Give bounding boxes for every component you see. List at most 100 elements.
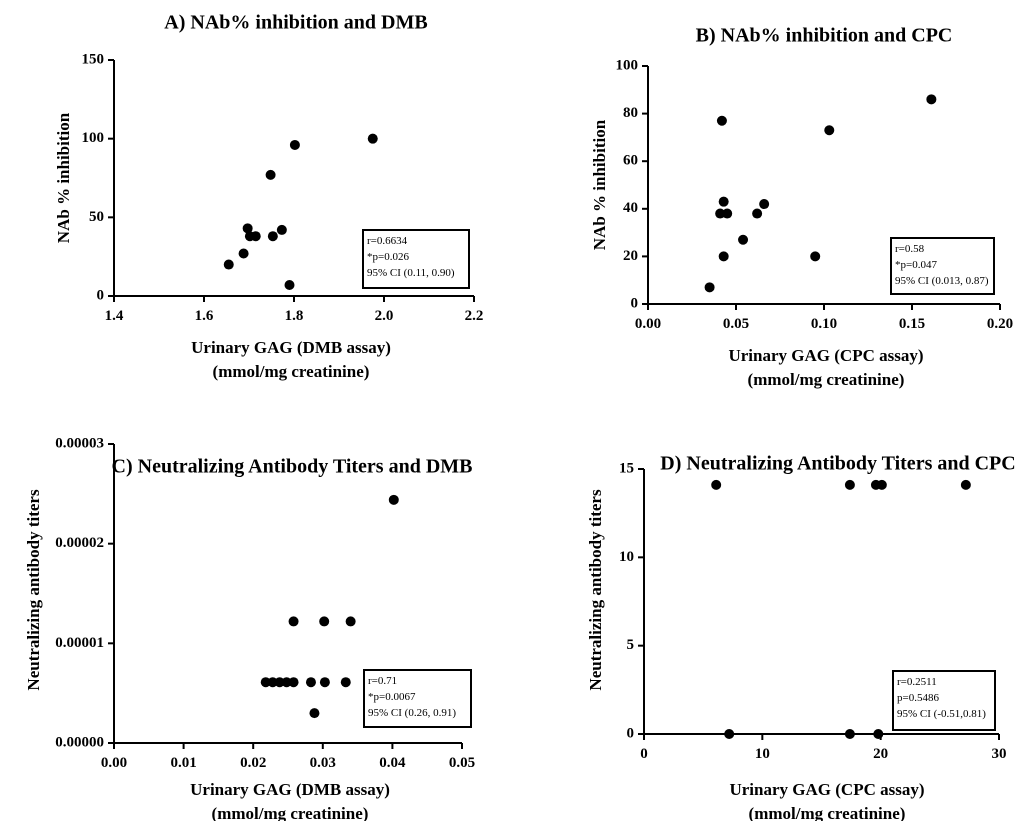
data-point bbox=[844, 479, 855, 490]
data-point bbox=[810, 251, 821, 262]
data-point bbox=[718, 196, 729, 207]
x-tick-label: 1.6 bbox=[195, 308, 214, 324]
y-axis-label: Neutralizing antibody titers bbox=[24, 489, 43, 691]
chart-panel-1: A) NAb% inhibition and DMB 1.4 1.6 1.8 2.0 2.… bbox=[54, 12, 483, 381]
x-tick-label: 0.02 bbox=[240, 755, 266, 771]
data-point bbox=[388, 494, 399, 505]
stats-line: 95% CI (0.013, 0.87) bbox=[895, 275, 989, 287]
stats-line: *p=0.026 bbox=[367, 251, 409, 263]
data-point bbox=[340, 677, 351, 688]
x-tick-label: 0.05 bbox=[723, 316, 749, 332]
chart-panel-3: C) Neutralizing Antibody Titers and DMB 0… bbox=[24, 435, 475, 821]
y-axis-label: NAb % inhibition bbox=[590, 119, 609, 250]
stats-line: r=0.71 bbox=[368, 675, 397, 687]
data-point bbox=[716, 115, 727, 126]
stats-line: r=0.58 bbox=[895, 243, 925, 255]
data-point bbox=[345, 616, 356, 627]
y-tick-label: 60 bbox=[623, 153, 638, 169]
data-point bbox=[260, 677, 271, 688]
data-point bbox=[305, 677, 316, 688]
y-tick-label: 0 bbox=[631, 295, 639, 311]
stats-line: 95% CI (0.26, 0.91) bbox=[368, 707, 456, 719]
x-tick-label: 0.03 bbox=[310, 755, 336, 771]
stats-box bbox=[363, 669, 472, 728]
y-tick-label: 150 bbox=[82, 51, 105, 67]
y-tick-label: 10 bbox=[619, 549, 634, 565]
data-point bbox=[704, 282, 715, 293]
data-point bbox=[288, 616, 299, 627]
x-tick-label: 0.20 bbox=[987, 316, 1013, 332]
x-tick-label: 0.04 bbox=[379, 755, 406, 771]
y-axis-label: Neutralizing antibody titers bbox=[586, 489, 605, 691]
chart-title: C) Neutralizing Antibody Titers and DMB bbox=[112, 456, 473, 478]
stats-line: r=0.6634 bbox=[367, 235, 408, 247]
x-tick-label: 1.8 bbox=[285, 308, 304, 324]
data-point bbox=[284, 279, 295, 290]
data-point bbox=[319, 616, 330, 627]
x-axis-label: Urinary GAG (CPC assay) bbox=[729, 780, 924, 799]
stats-line: p=0.5486 bbox=[897, 692, 939, 704]
x-tick-label: 1.4 bbox=[105, 308, 124, 324]
x-tick-label: 30 bbox=[992, 746, 1007, 762]
x-tick-label: 0.00 bbox=[635, 316, 661, 332]
data-point bbox=[873, 729, 884, 739]
y-tick-label: 0.00003 bbox=[55, 435, 104, 451]
y-tick-label: 20 bbox=[623, 248, 638, 264]
stats-box bbox=[362, 229, 470, 289]
chart-panel-2: B) NAb% inhibition and CPC 0.00 0.05 0.10 0.… bbox=[590, 25, 1013, 389]
x-tick-label: 2.2 bbox=[465, 308, 484, 324]
data-point bbox=[960, 479, 971, 490]
y-tick-label: 100 bbox=[616, 57, 639, 73]
data-point bbox=[718, 251, 729, 262]
data-point bbox=[274, 677, 285, 688]
stats-line: 95% CI (0.11, 0.90) bbox=[367, 267, 455, 279]
x-axis-label: (mmol/mg creatinine) bbox=[212, 804, 369, 821]
x-axis-label: Urinary GAG (CPC assay) bbox=[728, 346, 923, 365]
x-tick-label: 10 bbox=[755, 746, 770, 762]
y-tick-label: 100 bbox=[82, 130, 105, 146]
stats-line: 95% CI (-0.51,0.81) bbox=[897, 708, 986, 720]
data-point bbox=[242, 223, 253, 234]
data-point bbox=[722, 208, 733, 219]
x-tick-label: 0.15 bbox=[899, 316, 925, 332]
data-point bbox=[281, 677, 292, 688]
data-point bbox=[759, 199, 770, 210]
data-point bbox=[276, 224, 287, 235]
stats-line: *p=0.0067 bbox=[368, 691, 416, 703]
stats-line: *p=0.047 bbox=[895, 259, 937, 271]
x-tick-label: 0 bbox=[640, 746, 648, 762]
x-tick-label: 0.10 bbox=[811, 316, 837, 332]
chart-panel-4: D) Neutralizing Antibody Titers and CPC 0… bbox=[586, 453, 1016, 821]
data-point bbox=[250, 231, 261, 242]
y-tick-label: 0 bbox=[627, 725, 635, 741]
data-point bbox=[752, 208, 763, 219]
x-tick-label: 2.0 bbox=[375, 308, 394, 324]
x-tick-label: 0.00 bbox=[101, 755, 127, 771]
data-point bbox=[824, 125, 835, 136]
data-point bbox=[715, 208, 726, 219]
stats-box bbox=[892, 670, 996, 731]
stats-box bbox=[890, 237, 995, 295]
y-tick-label: 0.00000 bbox=[55, 734, 104, 750]
y-tick-label: 0 bbox=[97, 287, 105, 303]
y-tick-label: 40 bbox=[623, 200, 638, 216]
data-point bbox=[267, 231, 278, 242]
y-tick-label: 80 bbox=[623, 105, 638, 121]
data-point bbox=[265, 169, 276, 180]
x-tick-label: 20 bbox=[873, 746, 888, 762]
data-point bbox=[738, 234, 749, 245]
y-tick-label: 15 bbox=[619, 460, 634, 476]
x-axis-label: (mmol/mg creatinine) bbox=[748, 370, 905, 389]
x-tick-label: 0.01 bbox=[170, 755, 196, 771]
y-tick-label: 0.00001 bbox=[55, 635, 104, 651]
x-axis-label: (mmol/mg creatinine) bbox=[213, 362, 370, 381]
chart-title: A) NAb% inhibition and DMB bbox=[164, 12, 427, 34]
y-tick-label: 5 bbox=[627, 637, 635, 653]
x-axis-label: Urinary GAG (DMB assay) bbox=[190, 780, 390, 799]
data-point bbox=[267, 677, 278, 688]
x-axis-label: (mmol/mg creatinine) bbox=[749, 804, 906, 821]
x-axis-label: Urinary GAG (DMB assay) bbox=[191, 338, 391, 357]
data-point bbox=[223, 259, 234, 270]
data-point bbox=[724, 729, 735, 739]
